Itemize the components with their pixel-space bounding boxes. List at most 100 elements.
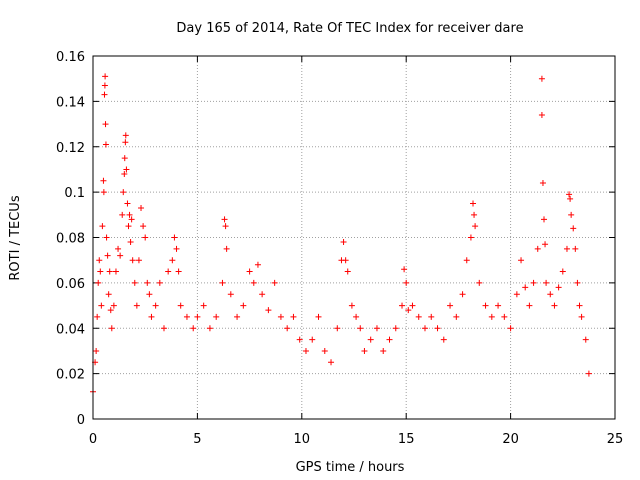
data-point: [434, 325, 441, 332]
data-point: [142, 234, 149, 241]
data-point: [101, 82, 108, 89]
data-point: [392, 325, 399, 332]
data-point: [453, 313, 460, 320]
data-point: [200, 302, 207, 309]
data-point: [348, 302, 355, 309]
data-point: [296, 336, 303, 343]
data-point: [405, 307, 412, 314]
data-point: [555, 284, 562, 291]
data-point: [125, 223, 132, 230]
data-point: [101, 91, 108, 98]
data-point: [563, 245, 570, 252]
data-point: [534, 245, 541, 252]
data-point: [284, 325, 291, 332]
data-point: [221, 216, 228, 223]
data-point: [357, 325, 364, 332]
data-point: [585, 370, 592, 377]
data-point: [112, 268, 119, 275]
data-point: [123, 166, 130, 173]
data-point: [271, 279, 278, 286]
data-point: [146, 291, 153, 298]
data-point: [160, 325, 167, 332]
data-point: [259, 291, 266, 298]
y-tick-label: 0.06: [56, 277, 85, 292]
x-tick-label: 15: [398, 432, 415, 447]
data-point: [344, 268, 351, 275]
data-point: [459, 291, 466, 298]
data-point: [234, 313, 241, 320]
data-point: [183, 313, 190, 320]
data-points: [90, 73, 592, 395]
data-point: [165, 268, 172, 275]
data-point: [106, 268, 113, 275]
x-tick-label: 20: [502, 432, 519, 447]
x-tick-label: 10: [294, 432, 311, 447]
data-point: [240, 302, 247, 309]
data-point: [567, 195, 574, 202]
data-point: [547, 291, 554, 298]
data-point: [538, 75, 545, 82]
data-point: [190, 325, 197, 332]
data-point: [177, 302, 184, 309]
data-point: [467, 234, 474, 241]
data-point: [95, 279, 102, 286]
data-point: [572, 245, 579, 252]
data-point: [428, 313, 435, 320]
data-point: [539, 180, 546, 187]
data-point: [380, 347, 387, 354]
y-axis-label: ROTI / TECUs: [8, 195, 23, 280]
data-point: [538, 111, 545, 118]
y-tick-label: 0.14: [56, 95, 85, 110]
data-point: [120, 189, 127, 196]
data-point: [340, 239, 347, 246]
data-point: [140, 223, 147, 230]
data-point: [463, 257, 470, 264]
chart-title: Day 165 of 2014, Rate Of TEC Index for r…: [176, 21, 523, 36]
data-point: [194, 313, 201, 320]
data-point: [526, 302, 533, 309]
data-point: [246, 268, 253, 275]
data-point: [108, 325, 115, 332]
data-point: [93, 347, 100, 354]
data-point: [472, 223, 479, 230]
data-point: [103, 234, 110, 241]
data-point: [315, 313, 322, 320]
data-point: [265, 307, 272, 314]
data-point: [440, 336, 447, 343]
data-point: [399, 302, 406, 309]
y-tick-label: 0.04: [56, 322, 85, 337]
grid-lines: [93, 56, 615, 419]
data-point: [94, 313, 101, 320]
data-point: [302, 347, 309, 354]
data-point: [107, 307, 114, 314]
data-point: [501, 313, 508, 320]
x-tick-label: 5: [193, 432, 201, 447]
data-point: [115, 245, 122, 252]
data-point: [367, 336, 374, 343]
data-point: [334, 325, 341, 332]
data-point: [222, 223, 229, 230]
data-point: [574, 279, 581, 286]
data-point: [513, 291, 520, 298]
data-point: [124, 200, 131, 207]
y-tick-label: 0.16: [56, 50, 85, 65]
data-point: [403, 279, 410, 286]
data-point: [421, 325, 428, 332]
data-point: [578, 313, 585, 320]
data-point: [97, 268, 104, 275]
data-point: [96, 257, 103, 264]
y-tick-label: 0.1: [64, 186, 85, 201]
data-point: [206, 325, 213, 332]
data-point: [321, 347, 328, 354]
data-point: [342, 257, 349, 264]
y-tick-labels: 0 0.02 0.04 0.06 0.08 0.1 0.12 0.14 0.16: [56, 50, 85, 428]
data-point: [133, 302, 140, 309]
data-point: [148, 313, 155, 320]
data-point: [488, 313, 495, 320]
data-point: [254, 261, 261, 268]
data-point: [470, 200, 477, 207]
data-point: [100, 189, 107, 196]
data-point: [138, 205, 145, 212]
x-tick-label: 25: [607, 432, 624, 447]
